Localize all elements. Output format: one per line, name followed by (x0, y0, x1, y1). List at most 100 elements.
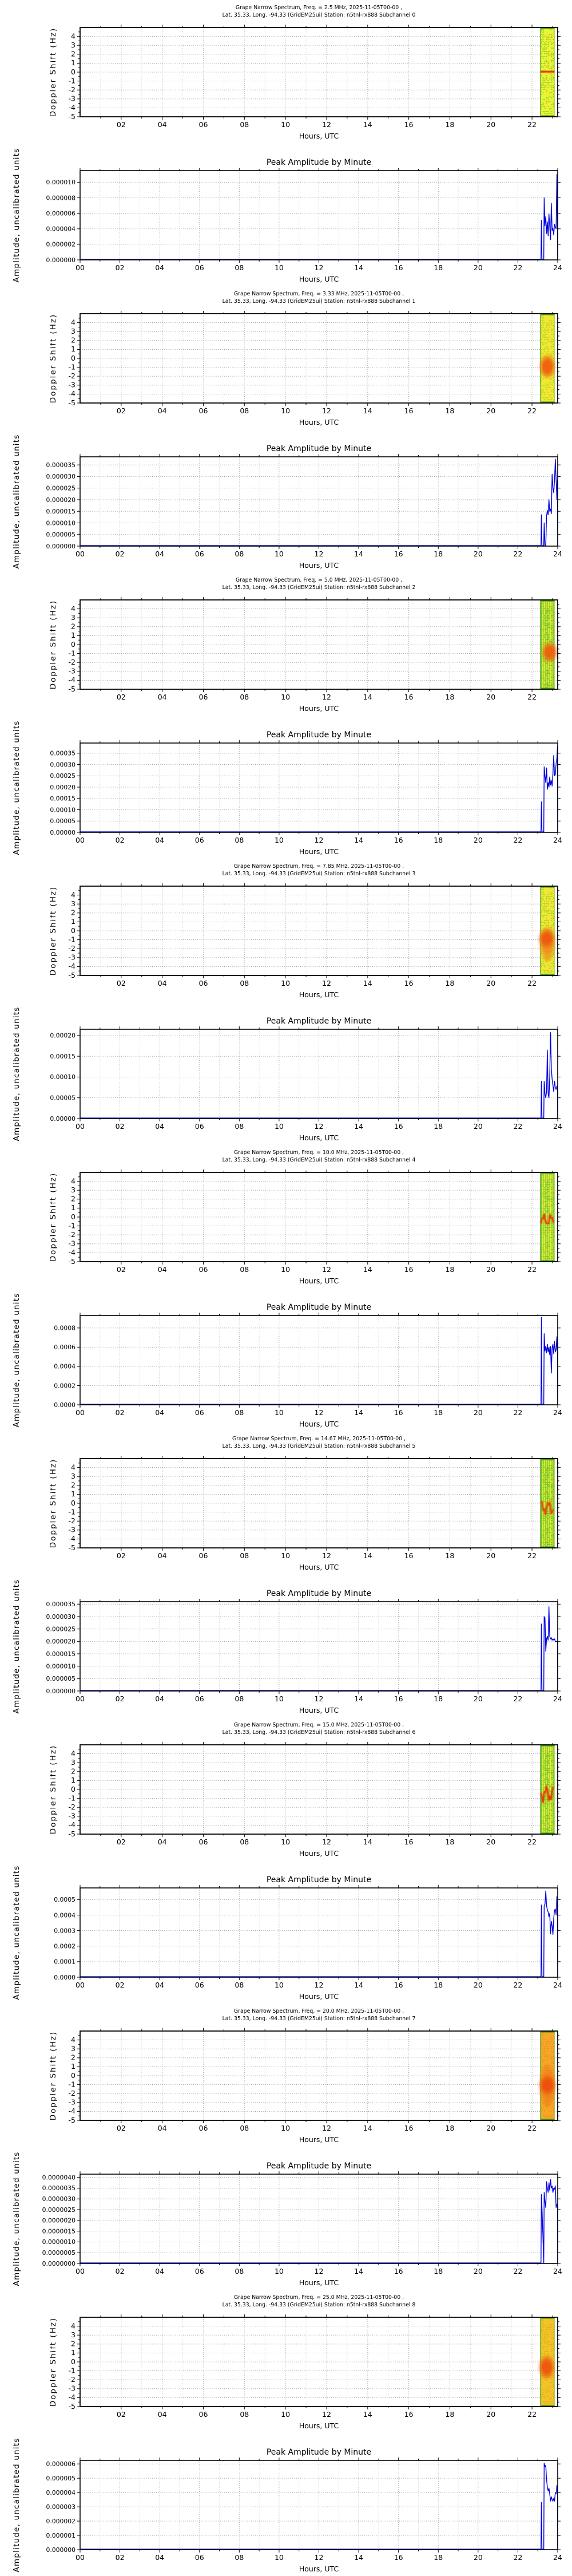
x-tick-label: 16 (394, 263, 403, 272)
x-tick-labels: 02 04 06 08 10 12 14 16 18 20 22 (117, 1551, 537, 1560)
x-tick-label: 04 (158, 979, 167, 987)
spectrum-panel-6: 02 04 06 08 10 12 14 16 18 20 22 4 3 2 1 0 -1 -2 -3 -4 -5 Gra… (0, 1717, 572, 1860)
x-tick-label: 04 (158, 1551, 167, 1560)
x-tick-label: 12 (322, 1551, 331, 1560)
axes-frame (80, 1029, 558, 1119)
y-tick-label: 1 (71, 631, 76, 639)
x-tick-label: 14 (363, 1265, 372, 1274)
y-tick-label: 0.000006 (46, 210, 76, 217)
x-tick-label: 02 (116, 1694, 125, 1703)
y-axis-label: Doppler Shift (Hz) (49, 600, 58, 689)
x-axis-label: Hours, UTC (299, 990, 339, 999)
x-tick-label: 16 (394, 2553, 403, 2562)
y-tick-label: 2 (71, 908, 76, 917)
y-axis-label: Doppler Shift (Hz) (49, 1745, 58, 1834)
gridlines (80, 1315, 558, 1405)
x-tick-label: 04 (155, 263, 164, 272)
x-tick-label: 12 (322, 2124, 331, 2132)
y-tick-label: 3 (71, 613, 76, 622)
y-tick-label: 4 (71, 890, 76, 899)
chart-title-line2: Lat. 35.33, Long. -94.33 (GridEM25ui) St… (223, 1157, 416, 1163)
x-tick-label: 16 (404, 2410, 414, 2419)
y-tick-label: 4 (71, 31, 76, 40)
y-tick-label: 0.00010 (50, 806, 76, 813)
x-axis-label: Hours, UTC (299, 132, 339, 140)
x-axis-label: Hours, UTC (299, 2278, 339, 2287)
x-tick-label: 00 (76, 2553, 85, 2562)
spectrum-chart-7: 02 04 06 08 10 12 14 16 18 20 2243210-1-2-3-4-5Gra… (49, 2008, 561, 2144)
x-tick-label: 12 (322, 406, 331, 415)
spectrum-panel-0: 02 04 06 08 10 12 14 16 18 20 22 4 3 2 1 0 -1 -2 -3 -4 -5 Gra… (0, 0, 572, 143)
x-tick-label: 18 (445, 1265, 454, 1274)
gridlines (80, 2174, 558, 2263)
x-tick-label: 16 (394, 2267, 403, 2275)
axis-ticks (77, 740, 561, 835)
axis-ticks (77, 454, 561, 549)
x-tick-label: 24 (553, 1981, 562, 1989)
spectrum-chart-8: 02 04 06 08 10 12 14 16 18 20 2243210-1-2-3-4-5Gra… (49, 2294, 561, 2430)
x-tick-label: 08 (235, 2553, 244, 2562)
x-tick-label: 22 (513, 2553, 522, 2562)
axes-frame (80, 742, 558, 833)
y-tick-label: -4 (69, 103, 76, 112)
x-axis-label: Hours, UTC (299, 1849, 339, 1858)
spectrum-chart-3: 02 04 06 08 10 12 14 16 18 20 2243210-1-2-3-4-5Gra… (49, 863, 561, 999)
chart-title-line2: Lat. 35.33, Long. -94.33 (GridEM25ui) St… (223, 584, 416, 591)
x-tick-label: 10 (281, 406, 290, 415)
chart-title: Peak Amplitude by Minute (267, 1303, 371, 1312)
y-tick-label: 0.0000015 (42, 2227, 76, 2235)
y-tick-label: 0.0006 (54, 1344, 76, 1351)
y-tick-label: 0.00015 (50, 795, 76, 803)
x-axis-label: Hours, UTC (299, 2135, 339, 2144)
x-tick-label: 08 (240, 120, 249, 129)
x-tick-labels: 00 02 04 06 08 10 12 14 16 18 20 22 24 (76, 836, 562, 844)
x-tick-label: 20 (474, 1408, 483, 1417)
x-axis-label: Hours, UTC (299, 847, 339, 856)
y-tick-labels: 0.00000 0.00005 0.00010 0.00015 0.00020 (50, 1032, 76, 1123)
amplitude-series-line (80, 174, 558, 260)
y-tick-label: 0.00000 (50, 829, 76, 836)
y-tick-label: 0.000025 (46, 485, 76, 492)
axis-ticks (77, 883, 561, 978)
chart-title-line1: Grape Narrow Spectrum, Freq. = 5.0 MHz, … (236, 577, 402, 583)
amplitude-chart-7: 00 02 04 06 08 10 12 14 16 18 20 22 240.00000000.000… (12, 2152, 562, 2287)
x-tick-label: 10 (281, 2124, 290, 2132)
x-tick-label: 12 (315, 836, 324, 844)
x-tick-label: 18 (445, 2124, 454, 2132)
x-tick-label: 20 (474, 263, 483, 272)
spectrogram-band (540, 1745, 555, 1834)
y-tick-label: 0.000020 (46, 496, 76, 504)
x-tick-label: 22 (513, 550, 522, 558)
x-tick-label: 10 (281, 693, 290, 701)
y-tick-label: -5 (69, 398, 76, 407)
doppler-blob-core (542, 359, 553, 373)
y-axis-label: Doppler Shift (Hz) (49, 314, 58, 403)
y-tick-label: -2 (69, 2375, 76, 2384)
x-tick-label: 08 (240, 2124, 249, 2132)
y-tick-label: 0.0000030 (42, 2195, 76, 2203)
y-tick-label: 0.000000 (46, 1688, 76, 1695)
y-tick-label: 1 (71, 1490, 76, 1498)
y-tick-label: 0.00000 (50, 1115, 76, 1123)
y-tick-label: -1 (69, 1793, 76, 1802)
x-tick-label: 04 (155, 1981, 164, 1989)
x-tick-label: 02 (117, 2124, 126, 2132)
x-tick-labels: 00 02 04 06 08 10 12 14 16 18 20 22 24 (76, 550, 562, 558)
x-tick-label: 06 (195, 1408, 204, 1417)
y-tick-label: -2 (69, 1516, 76, 1525)
y-tick-label: 1 (71, 345, 76, 353)
x-tick-label: 02 (116, 836, 125, 844)
x-tick-label: 04 (158, 2124, 167, 2132)
x-tick-label: 02 (117, 2410, 126, 2419)
x-tick-label: 22 (513, 1408, 522, 1417)
x-tick-label: 20 (486, 120, 495, 129)
amplitude-series-line (80, 459, 558, 546)
chart-title-line2: Lat. 35.33, Long. -94.33 (GridEM25ui) St… (223, 2302, 416, 2308)
y-tick-label: 0.000004 (46, 2489, 76, 2496)
x-tick-label: 20 (486, 1838, 495, 1846)
y-tick-label: 4 (71, 1176, 76, 1185)
x-tick-label: 08 (240, 406, 249, 415)
y-tick-label: -1 (69, 2080, 76, 2088)
gridlines (80, 1602, 558, 1691)
